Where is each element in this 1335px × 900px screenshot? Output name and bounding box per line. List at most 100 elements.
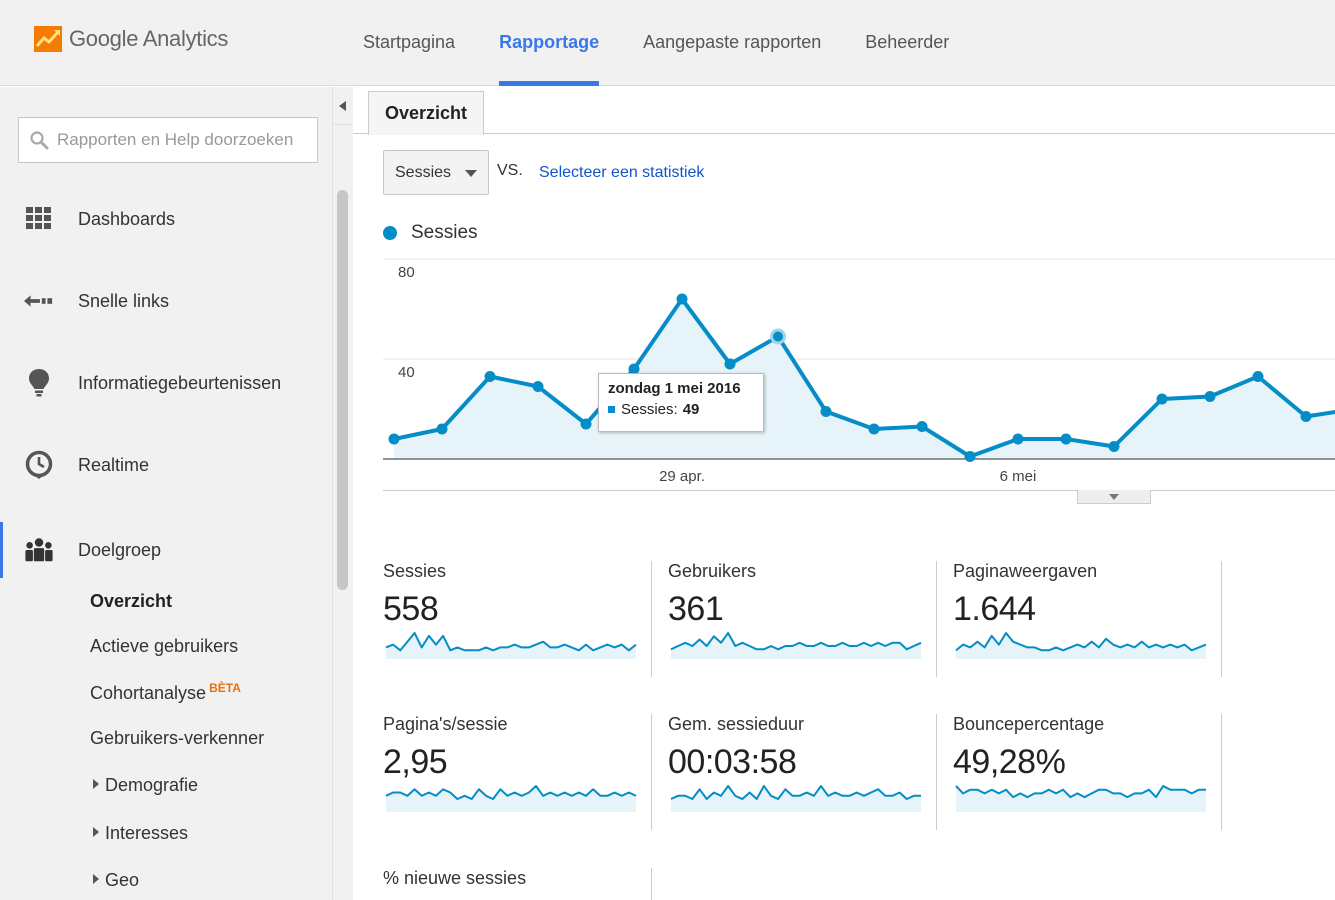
chart-resize-handle[interactable] [1077, 490, 1151, 504]
sidebar: Dashboards Snelle links Informatiegebeur… [0, 87, 332, 900]
sparkline-area [386, 786, 636, 812]
card-divider [1221, 714, 1222, 830]
metric-card-nieuwe-sessies[interactable]: % nieuwe sessies [383, 868, 651, 889]
sub-item-demografie[interactable]: Demografie [93, 775, 198, 796]
sparkline-line [385, 785, 637, 800]
sparkline [670, 632, 922, 659]
nav-startpagina[interactable]: Startpagina [363, 32, 456, 52]
tab-overzicht[interactable]: Overzicht [368, 91, 484, 135]
data-point [1204, 391, 1216, 402]
data-point [724, 358, 736, 370]
series-line-sessies [393, 297, 1335, 459]
chart-tooltip: zondag 1 mei 2016 Sessies: 49 [598, 373, 764, 432]
lightbulb-icon [24, 368, 54, 398]
data-point-highlighted [770, 328, 786, 345]
metric-card-paginas-per-sessie[interactable]: Pagina's/sessie 2,95 [383, 714, 651, 812]
report-search[interactable] [18, 117, 318, 163]
nav-rapportage[interactable]: Rapportage [477, 0, 621, 86]
metric-value: 1.644 [953, 590, 1036, 628]
data-point [436, 423, 448, 435]
sidebar-item-label: Realtime [78, 454, 150, 475]
sub-item-interesses[interactable]: Interesses [93, 823, 188, 844]
analytics-logo-icon [34, 26, 62, 52]
data-point [532, 381, 544, 392]
chevron-down-icon [1109, 493, 1119, 500]
legend-dot-icon [383, 226, 397, 240]
beta-badge: BÈTA [209, 681, 241, 695]
tooltip-value: 49 [682, 401, 700, 418]
nav-beheerder[interactable]: Beheerder [865, 32, 950, 52]
y-tick-label: 80 [398, 264, 415, 281]
metric-label: Gem. sessieduur [668, 714, 805, 734]
tooltip-series-label: Sessies: [621, 401, 678, 418]
sparkline-line [955, 785, 1206, 799]
data-point [1252, 371, 1264, 382]
expand-caret-icon [93, 874, 99, 884]
metric-label: Sessies [383, 561, 447, 581]
sub-item-gebruikers-verkenner[interactable]: Gebruikers-verkenner [90, 728, 265, 748]
sub-item-label: Cohortanalyse [90, 683, 207, 703]
select-metric-link[interactable]: Selecteer een statistiek [539, 164, 705, 181]
people-icon [24, 535, 54, 565]
sub-item-label: Geo [105, 870, 140, 890]
sub-item-cohortanalyse[interactable]: Cohortanalyse BÈTA [90, 681, 241, 704]
metric-card-sessies[interactable]: Sessies 558 [383, 561, 651, 659]
sidebar-item-snelle-links[interactable]: Snelle links [0, 276, 332, 326]
sub-item-geo[interactable]: Geo [93, 870, 139, 891]
shortcut-arrow-icon [24, 286, 54, 316]
data-point [1108, 441, 1120, 452]
sparkline [955, 632, 1207, 659]
metric-label: Paginaweergaven [953, 561, 1098, 581]
metric-value: 361 [668, 590, 724, 628]
grid-icon [24, 204, 54, 234]
sparkline-line [385, 632, 637, 652]
data-point [868, 423, 880, 435]
tab-divider [353, 133, 368, 134]
data-point [580, 418, 592, 430]
sparkline-area [386, 633, 636, 659]
nav-aangepaste-rapporten[interactable]: Aangepaste rapporten [643, 32, 822, 52]
sidebar-item-dashboards[interactable]: Dashboards [0, 194, 332, 244]
sparkline-area [671, 786, 921, 812]
sub-item-overzicht[interactable]: Overzicht [90, 591, 173, 611]
metric-label: Pagina's/sessie [383, 714, 508, 734]
sidebar-item-informatiegebeurtenissen[interactable]: Informatiegebeurtenissen [0, 358, 332, 408]
card-divider [936, 714, 937, 830]
tab-divider [484, 133, 1335, 134]
sub-item-actieve-gebruikers[interactable]: Actieve gebruikers [90, 636, 239, 656]
data-point [1300, 411, 1312, 422]
search-input[interactable] [57, 130, 312, 150]
sessions-chart[interactable]: 80 40 29 apr. 6 mei [383, 250, 1335, 490]
tooltip-row: Sessies: 49 [608, 401, 754, 418]
data-point [1012, 433, 1024, 445]
app-logo[interactable]: Google Analytics [34, 26, 228, 52]
sidebar-item-doelgroep[interactable]: Doelgroep [0, 522, 332, 578]
x-tick-label: 29 apr. [659, 468, 705, 485]
metric-card-paginaweergaven[interactable]: Paginaweergaven 1.644 [953, 561, 1221, 659]
sparkline-line [955, 632, 1207, 652]
x-tick-label: 6 mei [1000, 468, 1037, 485]
card-divider [1221, 561, 1222, 677]
sidebar-item-label: Snelle links [78, 290, 170, 311]
metric-card-bouncepercentage[interactable]: Bouncepercentage 49,28% [953, 714, 1221, 812]
metric-select[interactable]: Sessies [383, 150, 489, 195]
data-point [964, 451, 976, 462]
sidebar-item-label: Informatiegebeurtenissen [78, 372, 282, 393]
metric-card-gem-sessieduur[interactable]: Gem. sessieduur 00:03:58 [668, 714, 936, 812]
data-point [676, 293, 688, 305]
metric-card-gebruikers[interactable]: Gebruikers 361 [668, 561, 936, 659]
sidebar-scrollbar[interactable] [337, 190, 348, 590]
data-point [916, 421, 928, 432]
series-square-icon [608, 406, 615, 413]
top-navigation: Startpagina Rapportage Aangepaste rappor… [341, 0, 971, 86]
sparkline [670, 785, 921, 812]
sparkline [385, 632, 637, 659]
sidebar-item-realtime[interactable]: Realtime [0, 440, 332, 490]
chart-legend: Sessies [383, 222, 478, 244]
metric-value: 2,95 [383, 743, 448, 781]
metric-value: 558 [383, 590, 439, 628]
metric-label: Bouncepercentage [953, 714, 1105, 734]
sub-item-label: Interesses [105, 823, 189, 843]
collapse-sidebar-button[interactable] [332, 87, 353, 125]
metric-value: 00:03:58 [668, 743, 797, 781]
